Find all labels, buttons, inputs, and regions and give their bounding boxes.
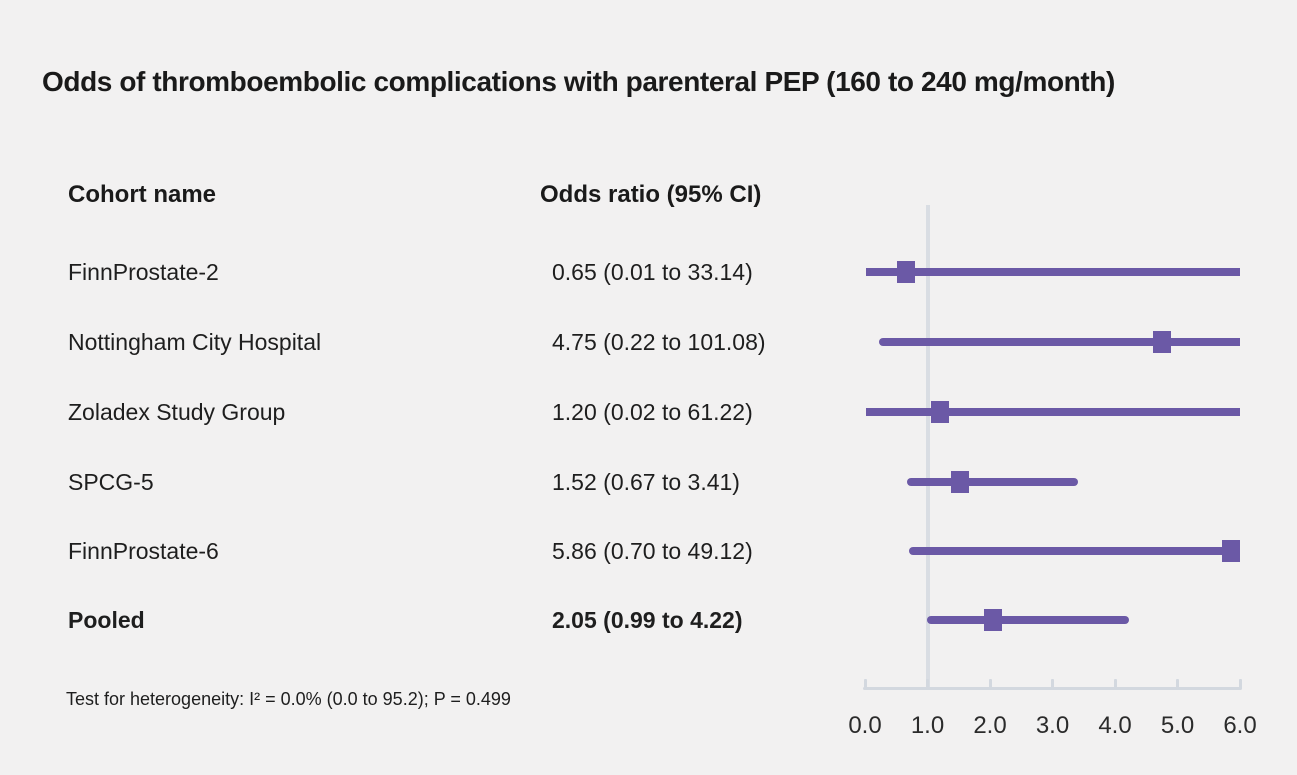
point-estimate-marker — [1222, 540, 1241, 562]
odds-ratio-value-label: 0.65 (0.01 to 33.14) — [552, 259, 753, 285]
point-estimate-marker — [896, 261, 915, 283]
x-axis-tick-label: 5.0 — [1160, 712, 1195, 739]
cohort-name-label: SPCG-5 — [68, 469, 154, 495]
x-axis-tick-label: 3.0 — [1035, 712, 1070, 739]
confidence-interval-line — [908, 547, 1240, 555]
cohort-name-label: Pooled — [68, 607, 145, 633]
x-axis-tick — [863, 679, 867, 689]
cohort-name-label: Zoladex Study Group — [68, 399, 286, 425]
column-header-odds-ratio: Odds ratio (95% CI) — [540, 181, 762, 208]
cohort-name-label: FinnProstate-2 — [68, 259, 219, 285]
x-axis-tick-label: 2.0 — [973, 712, 1007, 739]
x-axis-tick-label: 1.0 — [910, 712, 945, 739]
x-axis-tick — [988, 679, 992, 689]
reference-line-or-1 — [925, 205, 930, 690]
x-axis-tick — [1113, 679, 1117, 689]
odds-ratio-value-label: 1.20 (0.02 to 61.22) — [552, 399, 753, 425]
confidence-interval-line — [865, 268, 1240, 276]
confidence-interval-line — [926, 616, 1129, 624]
x-axis-tick-label: 6.0 — [1223, 712, 1257, 739]
x-axis-tick — [1176, 679, 1179, 689]
confidence-interval-line — [906, 478, 1079, 486]
odds-ratio-value-label: 4.75 (0.22 to 101.08) — [552, 329, 766, 355]
column-header-cohort-name: Cohort name — [68, 181, 217, 208]
x-axis-tick-label: 4.0 — [1098, 712, 1132, 739]
cohort-name-label: FinnProstate-6 — [68, 538, 219, 564]
odds-ratio-value-label: 1.52 (0.67 to 3.41) — [552, 469, 740, 495]
x-axis-tick-label: 0.0 — [848, 712, 882, 739]
heterogeneity-footnote: Test for heterogeneity: I² = 0.0% (0.0 t… — [66, 689, 511, 709]
confidence-interval-line — [866, 408, 1240, 416]
x-axis-tick — [1051, 679, 1054, 689]
odds-ratio-value-label: 2.05 (0.99 to 4.22) — [552, 607, 743, 633]
point-estimate-marker — [951, 471, 969, 493]
point-estimate-marker — [931, 401, 949, 423]
x-axis-tick — [1238, 679, 1242, 689]
page-title: Odds of thromboembolic complications wit… — [42, 66, 1115, 97]
pooled-estimate-marker — [984, 609, 1003, 631]
odds-ratio-value-label: 5.86 (0.70 to 49.12) — [552, 538, 753, 564]
point-estimate-marker — [1152, 331, 1171, 353]
x-axis-tick — [926, 679, 929, 689]
confidence-interval-line — [878, 338, 1240, 346]
cohort-name-label: Nottingham City Hospital — [68, 329, 322, 355]
